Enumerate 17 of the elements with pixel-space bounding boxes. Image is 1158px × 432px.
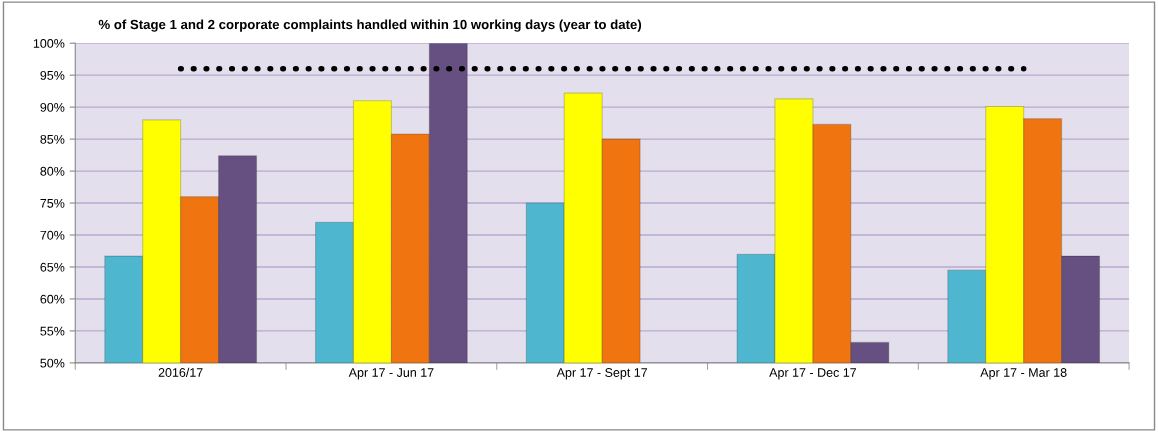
y-tick-label: 65% <box>40 262 65 272</box>
y-tick-label: 95% <box>40 70 65 80</box>
x-tick-label: Apr 17 - Sept 17 <box>556 368 648 380</box>
y-tick-label: 75% <box>40 198 65 208</box>
chart-title: % of Stage 1 and 2 corporate complaints handled within 10 working days (year to date) <box>98 19 642 32</box>
x-tick-label: Apr 17 - Dec 17 <box>769 368 857 380</box>
x-tick-label: 2016/17 <box>158 367 203 377</box>
y-tick-label: 80% <box>40 166 65 176</box>
y-tick-label: 70% <box>40 230 65 240</box>
y-tick-label: 90% <box>40 102 65 112</box>
y-tick-label: 85% <box>40 134 65 144</box>
y-tick-label: 55% <box>40 326 65 336</box>
x-tick-label: Apr 17 - Mar 18 <box>980 368 1067 380</box>
y-tick-label: 60% <box>40 294 65 304</box>
y-tick-label: 100% <box>33 39 65 48</box>
x-tick-label: Apr 17 - Jun 17 <box>348 368 434 380</box>
y-tick-label: 50% <box>40 358 65 368</box>
